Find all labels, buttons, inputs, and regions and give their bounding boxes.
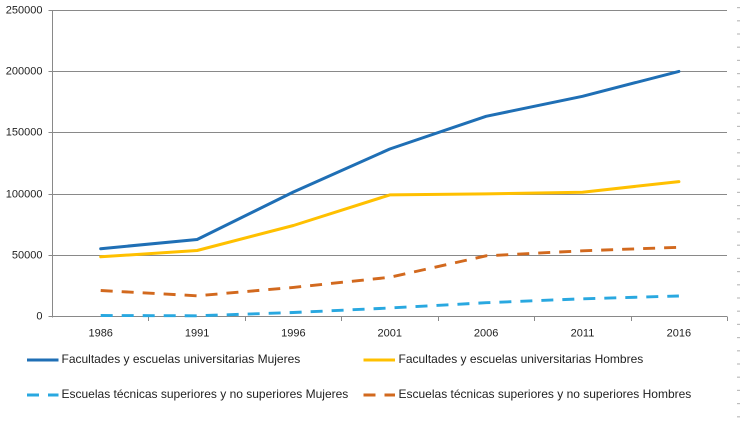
- svg-text:Escuelas técnicas superiores y: Escuelas técnicas superiores y no superi…: [62, 387, 349, 401]
- svg-text:150000: 150000: [6, 127, 43, 139]
- svg-text:Facultades y escuelas universi: Facultades y escuelas universitarias Hom…: [399, 352, 644, 366]
- svg-text:2006: 2006: [474, 328, 498, 340]
- svg-text:250000: 250000: [6, 5, 43, 17]
- svg-text:1996: 1996: [281, 328, 305, 340]
- svg-text:2001: 2001: [378, 328, 402, 340]
- svg-text:Escuelas técnicas superiores y: Escuelas técnicas superiores y no superi…: [399, 387, 692, 401]
- svg-text:2016: 2016: [667, 328, 691, 340]
- svg-text:100000: 100000: [6, 189, 43, 201]
- svg-text:Facultades y escuelas universi: Facultades y escuelas universitarias Muj…: [62, 352, 301, 366]
- svg-text:200000: 200000: [6, 66, 43, 78]
- svg-text:50000: 50000: [12, 250, 43, 262]
- svg-text:2011: 2011: [571, 328, 595, 340]
- svg-text:1991: 1991: [185, 328, 209, 340]
- svg-text:0: 0: [36, 311, 42, 323]
- svg-text:1986: 1986: [88, 328, 112, 340]
